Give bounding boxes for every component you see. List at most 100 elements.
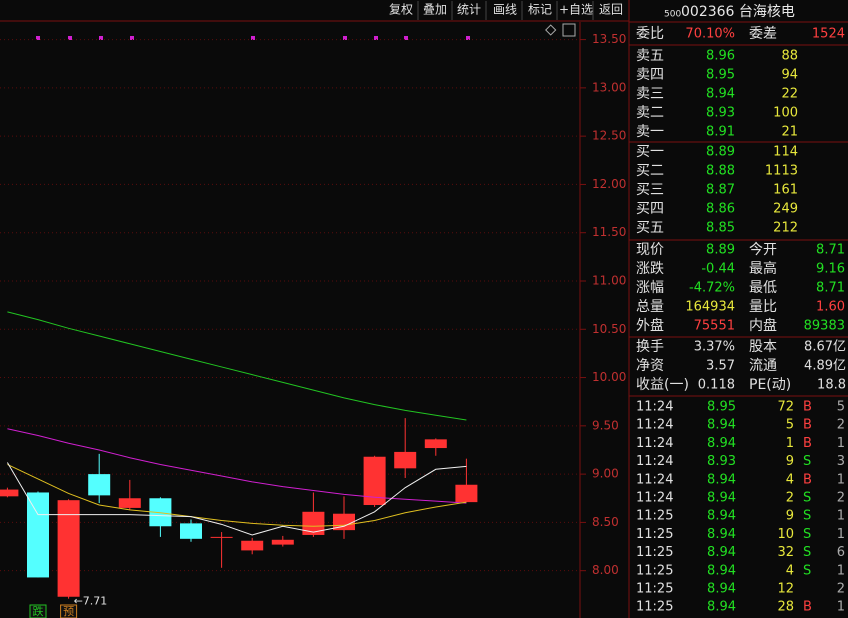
cell: 8.71 [816, 243, 845, 258]
cell: 换手 [636, 338, 664, 355]
cell: 8.93 [706, 106, 735, 121]
moving-average [7, 311, 467, 421]
markers [36, 36, 470, 40]
toolbar-button[interactable]: 叠加 [423, 3, 447, 17]
toolbar-button[interactable]: 统计 [457, 3, 481, 17]
cell: B [803, 418, 812, 433]
cell: -0.44 [701, 262, 735, 277]
cell: 今开 [749, 242, 777, 258]
signal: 预 [63, 605, 74, 618]
cell: 114 [773, 145, 798, 160]
cell: 涨幅 [636, 280, 664, 296]
cell: 现价 [636, 242, 664, 258]
cell: 4 [786, 472, 794, 487]
cell: 8.71 [816, 281, 845, 296]
cell: 买四 [636, 201, 664, 217]
candle-body [394, 451, 417, 469]
stock-title: 002366 台海核电 [681, 4, 795, 20]
cell: 88 [781, 49, 798, 64]
cell: 8.95 [707, 400, 736, 415]
cell: 100 [773, 106, 798, 121]
cell: 164934 [685, 300, 735, 315]
cell: 0.118 [698, 378, 735, 393]
cell: 最高 [749, 260, 777, 277]
toolbar-button[interactable]: 返回 [599, 3, 623, 17]
cell: 161 [773, 183, 798, 198]
cell: 9 [786, 454, 794, 469]
cell: 8.87 [706, 183, 735, 198]
y-tick-label: 12.00 [592, 177, 626, 191]
cell: 量比 [749, 299, 777, 315]
y-tick-label: 9.00 [592, 467, 619, 481]
cell: 8.94 [707, 472, 736, 487]
cell: 11:25 [636, 582, 673, 597]
signal: 跌 [33, 604, 44, 618]
cell: 8.95 [706, 68, 735, 83]
cell: 21 [781, 125, 798, 140]
candle-body [271, 539, 294, 545]
cell: 70.10% [685, 27, 735, 42]
cell: 89383 [804, 319, 845, 334]
cell: 1 [837, 472, 845, 487]
cell: 8.67亿 [804, 340, 846, 355]
cell: 8.94 [707, 582, 736, 597]
moving-average [7, 464, 467, 527]
cell: 3.57 [706, 359, 735, 374]
cell: 11:24 [636, 454, 673, 469]
toolbar-button[interactable]: 标记 [528, 3, 552, 17]
cell: 11:24 [636, 436, 673, 451]
cell: 28 [777, 600, 794, 615]
cell: 32 [777, 545, 794, 560]
cell: 8.91 [706, 125, 735, 140]
cell: 4 [786, 563, 794, 578]
cell: 1 [837, 600, 845, 615]
toolbar-button[interactable]: +自选 [559, 3, 593, 17]
cell: 委差 [749, 26, 777, 42]
cell: 卖三 [636, 86, 664, 102]
cell: 卖二 [636, 105, 664, 121]
diamond-icon[interactable] [545, 24, 557, 36]
cell: 11:24 [636, 491, 673, 506]
cell: 8.96 [706, 49, 735, 64]
cell: 8.86 [706, 202, 735, 217]
cell: B [803, 472, 812, 487]
cell: 212 [773, 221, 798, 236]
cell: PE(动) [749, 377, 791, 393]
cell: S [803, 527, 811, 542]
cell: 94 [781, 68, 798, 83]
signal-box [60, 604, 78, 618]
cell: S [803, 491, 811, 506]
badge: 500 [664, 10, 681, 20]
cell: 8.94 [707, 436, 736, 451]
cell: 9 [786, 509, 794, 524]
candle-body [210, 536, 233, 538]
toolbar-button[interactable]: 复权 [389, 3, 413, 17]
cell: 4.89亿 [804, 359, 846, 374]
cell: -4.72% [689, 281, 735, 296]
cell: S [803, 454, 811, 469]
separators [629, 21, 848, 397]
cell: 8.89 [706, 243, 735, 258]
cell: 最低 [749, 280, 777, 296]
cell: 收益(一) [636, 377, 689, 393]
cell: 5 [837, 400, 845, 415]
candle-body [27, 492, 49, 578]
cell: 2 [837, 491, 845, 506]
candle-body [88, 474, 111, 496]
cell: B [803, 400, 812, 415]
cell: 8.89 [706, 145, 735, 160]
y-tick-label: 8.50 [592, 515, 619, 529]
panel-toggle[interactable] [562, 23, 576, 37]
cell: 买一 [636, 144, 664, 160]
cell: 涨跌 [636, 261, 664, 277]
toolbar-button[interactable]: 画线 [493, 3, 517, 17]
cell: B [803, 600, 812, 615]
cell: 8.94 [707, 563, 736, 578]
cell: 1 [837, 436, 845, 451]
cell: 9.16 [816, 262, 845, 277]
cell: S [803, 509, 811, 524]
cell: 外盘 [636, 317, 664, 334]
cell: S [803, 563, 811, 578]
